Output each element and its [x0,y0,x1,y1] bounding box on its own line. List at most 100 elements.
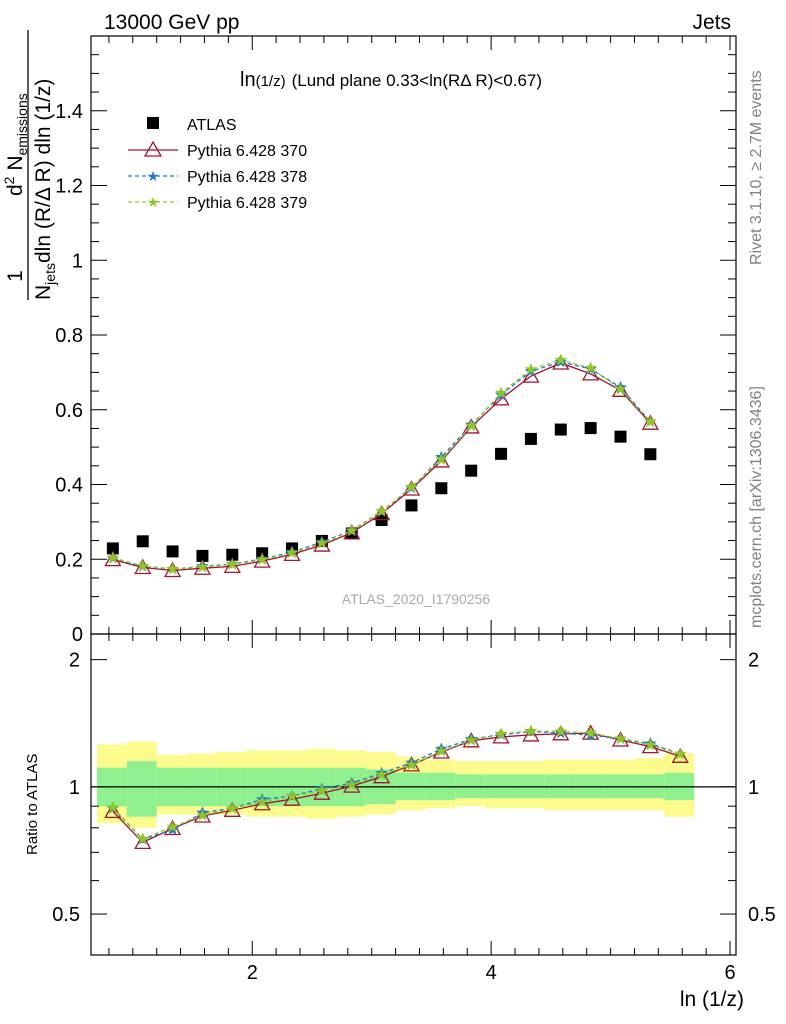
ratio-y-tick-label-left: 1 [69,777,80,799]
main-point-1 [373,504,391,521]
main-atlas-point [166,545,179,558]
main-point-3 [465,419,478,432]
ratio-point-0 [283,790,301,806]
main-atlas-point [136,535,149,548]
main-series-layer [104,353,659,578]
ratio-point-2 [405,758,418,771]
main-atlas-point [405,499,418,512]
ratio-y-tick-label-right: 2 [748,650,759,672]
ratio-point-0 [134,833,152,850]
ylabel-numerator: d2 Nemissions [1,93,30,196]
ratio-y-tick-label-right: 0.5 [748,904,776,926]
ratio-y-axis-label: Ratio to ATLAS [24,754,41,855]
main-point-3 [524,362,538,375]
main-point-3 [256,553,269,565]
main-point-3 [375,504,388,517]
main-point-3 [196,560,209,573]
axis-ticks [91,35,736,956]
ratio-point-2 [524,724,538,737]
ratio-point-2 [614,732,627,744]
legend-atlas-marker [147,117,159,129]
ratio-point-0 [104,802,122,819]
ratio-point-2 [554,724,567,737]
ratio-point-0 [313,784,331,800]
main-point-3 [584,361,597,374]
y-tick-label: 1.4 [55,101,83,123]
main-point-3 [315,536,329,549]
ratio-series-layer [104,724,689,850]
ratio-point-2 [285,789,299,802]
ratio-point-2 [315,783,329,796]
main-point-3 [166,562,179,575]
main-point-3 [345,524,358,537]
plot-title: ln(1/z) (Lund plane 0.33<ln(RΔ R)<0.67) [240,69,542,91]
ratio-point-2 [375,768,388,780]
main-atlas-point [524,432,537,445]
ratio-point-2 [106,801,119,813]
main-point-1 [223,557,241,574]
main-atlas-point [435,482,448,495]
y-tick-label: 1 [72,250,83,272]
ratio-point-2 [644,738,657,751]
ratio-line-1 [112,730,681,841]
main-atlas-point [584,422,597,435]
y-tick-label: 0.4 [55,475,83,497]
legend: ATLAS Pythia 6.428 370 ★ Pythia 6.428 37… [128,117,307,212]
rivet-label: Rivet 3.1.10, ≥ 2.7M events [748,70,765,265]
legend-atlas-label: ATLAS [187,117,237,134]
ratio-point-0 [492,728,510,744]
main-line-2 [112,361,651,570]
ylabel-one: 1 [4,270,27,282]
main-point-3 [554,353,567,366]
y-tick-label: 1.2 [55,176,83,198]
legend-378-label: Pythia 6.428 378 [187,169,307,186]
main-line-1 [112,362,651,572]
main-atlas-point [226,548,239,561]
legend-370-marker [143,140,163,157]
main-point-1 [432,452,450,468]
ratio-y-tick-label-left: 2 [69,650,80,672]
x-axis-label: ln (1/z) [680,988,744,1011]
ratio-point-2 [494,727,508,740]
main-point-3 [285,546,299,559]
ratio-point-2 [166,820,179,833]
main-point-3 [106,551,119,563]
main-point-1 [163,561,182,578]
main-point-1 [134,558,152,575]
legend-379-marker: ★ [147,194,160,210]
main-atlas-point [465,464,478,477]
y-tick-label: 0.2 [55,549,83,571]
main-point-3 [644,415,657,427]
ratio-point-2 [584,726,597,739]
main-point-3 [494,386,508,399]
legend-370-label: Pythia 6.428 370 [187,143,307,160]
ratio-point-2 [674,747,687,760]
ratio-y-tick-label-left: 0.5 [52,904,80,926]
ratio-point-2 [256,795,269,807]
ratio-point-2 [465,733,478,746]
main-atlas-point [644,448,657,461]
process-label: Jets [692,11,731,34]
analysis-watermark: ATLAS_2020_I1790256 [342,591,491,607]
x-tick-label: 2 [247,962,258,984]
main-point-1 [313,536,331,552]
main-atlas-point [614,430,627,443]
main-point-3 [226,558,239,570]
y-tick-label: 0.8 [55,325,83,347]
ratio-point-2 [196,808,209,821]
legend-378-marker: ★ [147,168,160,184]
ratio-stat-band [126,761,157,817]
x-tick-label: 4 [486,962,497,984]
ratio-point-0 [641,737,659,754]
ratio-plot-frame [90,633,737,956]
legend-379-label: Pythia 6.428 379 [187,195,307,212]
main-point-3 [614,382,627,395]
main-y-axis-label: 1 d2 Nemissions Njetsdln (R/Δ R) dln (1/… [1,30,58,300]
main-point-1 [611,381,630,397]
ratio-point-2 [435,744,448,757]
y-tick-label: 0 [72,624,83,646]
main-line-3 [112,359,651,570]
main-point-3 [435,453,448,465]
x-tick-label: 6 [724,962,735,984]
